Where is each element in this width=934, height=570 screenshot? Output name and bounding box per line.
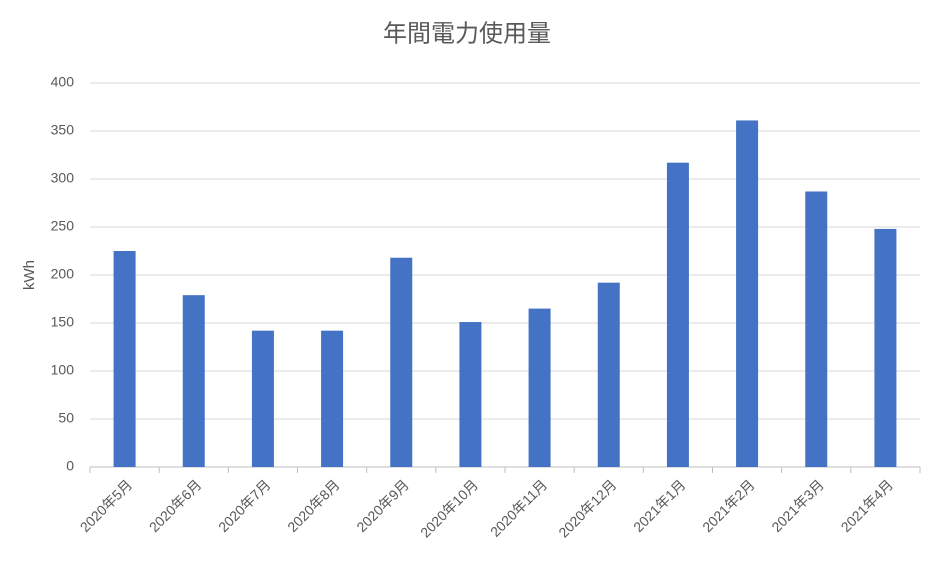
bar	[251, 330, 274, 467]
y-tick-label: 250	[51, 218, 75, 234]
bar	[390, 257, 413, 467]
chart-title: 年間電力使用量	[383, 20, 551, 47]
bar	[805, 191, 828, 468]
bar	[321, 330, 344, 467]
y-tick-label: 300	[51, 170, 75, 186]
y-tick-label: 400	[51, 74, 75, 90]
bar	[666, 162, 689, 467]
bar	[874, 228, 897, 467]
y-axis-label: kWh	[21, 260, 38, 290]
y-tick-label: 0	[66, 458, 74, 474]
bar	[597, 282, 620, 467]
y-tick-label: 150	[51, 314, 75, 330]
y-tick-label: 100	[51, 362, 75, 378]
bar	[113, 251, 136, 467]
bar	[528, 308, 551, 467]
y-tick-label: 50	[58, 410, 74, 426]
bar	[459, 322, 482, 467]
y-tick-label: 350	[51, 122, 75, 138]
y-tick-label: 200	[51, 266, 75, 282]
bar	[736, 120, 759, 467]
bar	[182, 295, 205, 467]
